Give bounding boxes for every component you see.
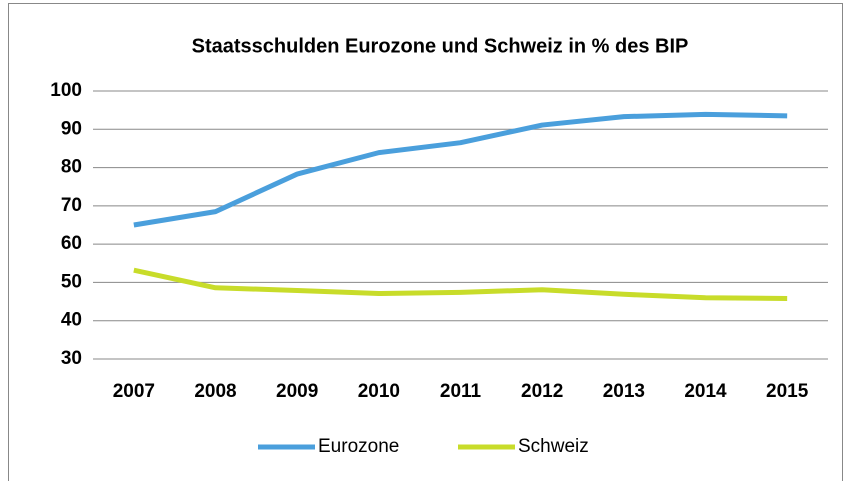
x-tick-label: 2009 bbox=[276, 381, 318, 402]
y-tick-label: 60 bbox=[61, 233, 82, 254]
y-tick-label: 40 bbox=[61, 310, 82, 331]
x-tick-label: 2008 bbox=[194, 381, 236, 402]
x-tick-label: 2012 bbox=[521, 381, 563, 402]
series-line bbox=[133, 267, 788, 302]
series-line bbox=[133, 111, 788, 228]
y-tick-label: 70 bbox=[61, 195, 82, 216]
y-tick-label: 80 bbox=[61, 157, 82, 178]
chart-border bbox=[8, 3, 843, 481]
y-tick-label: 30 bbox=[61, 348, 82, 369]
y-tick-label: 100 bbox=[50, 80, 82, 101]
x-tick-label: 2014 bbox=[684, 381, 727, 402]
x-tick-label: 2015 bbox=[766, 381, 809, 402]
x-tick-label: 2011 bbox=[440, 381, 482, 402]
legend-label: Schweiz bbox=[518, 436, 589, 457]
x-tick-label: 2013 bbox=[603, 381, 645, 402]
y-tick-label: 50 bbox=[61, 271, 82, 292]
legend-label: Eurozone bbox=[318, 436, 399, 457]
x-tick-label: 2007 bbox=[113, 381, 155, 402]
y-tick-label: 90 bbox=[61, 118, 82, 139]
chart-title: Staatsschulden Eurozone und Schweiz in %… bbox=[192, 35, 689, 57]
x-tick-label: 2010 bbox=[358, 381, 400, 402]
